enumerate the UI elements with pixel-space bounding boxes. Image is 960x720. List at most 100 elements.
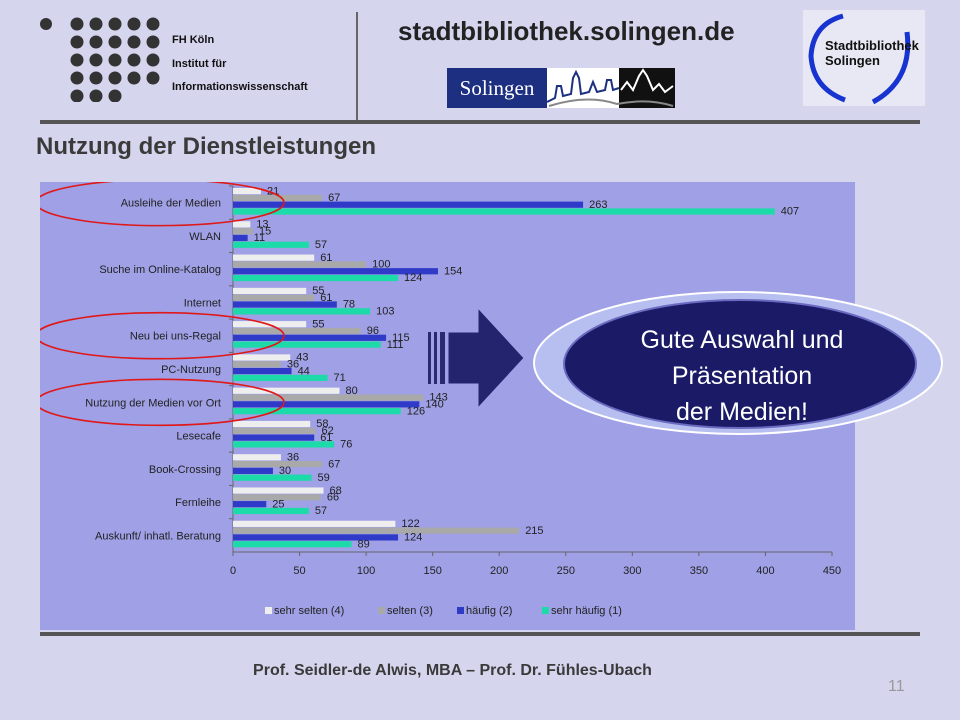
category-label: Auskunft/ inhatl. Beratung: [95, 530, 221, 542]
data-label: 57: [315, 505, 327, 517]
data-label: 68: [330, 485, 342, 497]
data-label: 15: [259, 225, 271, 237]
data-label: 13: [256, 219, 268, 231]
bar: [233, 474, 312, 481]
bar: [233, 354, 291, 361]
data-label: 154: [444, 265, 462, 277]
data-label: 140: [425, 399, 443, 411]
logo-dot: [108, 17, 122, 31]
bar: [233, 308, 371, 315]
callout-text: Gute Auswahl und Präsentation der Medien…: [560, 322, 924, 430]
bar: [233, 201, 584, 208]
logo-dot: [70, 35, 84, 49]
bar: [233, 301, 337, 308]
logo-dot: [40, 18, 52, 30]
legend-label: selten (3): [387, 605, 433, 617]
highlight-circle: [40, 378, 285, 427]
logo-dot: [146, 17, 160, 31]
bar: [233, 208, 775, 215]
bar: [233, 494, 321, 501]
bar: [233, 268, 438, 275]
data-label: 62: [322, 425, 334, 437]
legend-swatch: [378, 607, 385, 614]
footer-rule: [40, 632, 920, 636]
callout-bubble: [533, 291, 943, 435]
logo-dot: [127, 71, 141, 85]
slide-title: Nutzung der Dienstleistungen: [36, 133, 377, 160]
logo-dot: [70, 53, 84, 67]
callout-line-3: der Medien!: [675, 398, 809, 426]
header-divider: [356, 12, 358, 122]
bar: [233, 520, 396, 527]
data-label: 67: [328, 458, 340, 470]
data-label: 61: [320, 292, 332, 304]
data-label: 61: [320, 252, 332, 264]
highlight-circle: [40, 182, 285, 227]
logo-dot: [89, 35, 103, 49]
category-label: PC-Nutzung: [161, 364, 221, 376]
bar: [233, 487, 324, 494]
library-logo-line-2: Solingen: [825, 53, 880, 68]
website-url: stadtbibliothek.solingen.de: [398, 16, 735, 46]
bar: [233, 427, 316, 434]
category-label: Book-Crossing: [149, 464, 221, 476]
data-label: 57: [315, 239, 327, 251]
logo-dot: [108, 71, 122, 85]
bar: [233, 254, 315, 261]
bar: [233, 241, 309, 248]
data-label: 25: [272, 498, 284, 510]
logo-dot: [127, 35, 141, 49]
category-label: Nutzung der Medien vor Ort: [85, 397, 221, 409]
bar: [233, 527, 520, 534]
bar: [233, 454, 281, 461]
institution-line-3: Informationswissenschaft: [172, 81, 308, 93]
bar: [233, 367, 292, 375]
logo-dot: [70, 17, 84, 31]
data-label: 76: [340, 439, 352, 451]
data-label: 55: [312, 318, 324, 330]
logo-dot: [89, 71, 103, 85]
bar: [233, 228, 253, 235]
header-rule: [40, 120, 920, 124]
category-label: Fernleihe: [175, 497, 221, 509]
library-logo-line-1: Stadtbibliothek: [825, 38, 920, 53]
bar: [233, 341, 381, 348]
bar: [233, 234, 248, 242]
data-label: 67: [328, 192, 340, 204]
data-label: 36: [287, 451, 299, 463]
callout-line-2: Präsentation: [671, 362, 813, 390]
legend-swatch: [265, 607, 272, 614]
bar: [233, 374, 328, 381]
data-label: 80: [345, 385, 357, 397]
logo-dot: [127, 17, 141, 31]
arrow-right-icon: [428, 306, 525, 410]
logo-dot: [146, 71, 160, 85]
logo-dot: [89, 17, 103, 31]
data-label: 30: [279, 465, 291, 477]
data-label: 263: [589, 199, 607, 211]
data-label: 78: [343, 299, 355, 311]
bar: [233, 460, 323, 468]
data-label: 36: [287, 358, 299, 370]
bar: [233, 467, 273, 474]
x-tick-label: 100: [357, 565, 375, 577]
data-label: 122: [401, 518, 419, 530]
data-label: 89: [357, 538, 369, 550]
bar: [233, 361, 281, 368]
bar: [233, 287, 307, 295]
logo-dot: [89, 53, 103, 67]
bar: [233, 387, 340, 394]
data-label: 43: [296, 352, 308, 364]
x-tick-label: 300: [623, 565, 641, 577]
data-label: 100: [372, 259, 390, 271]
bar: [233, 188, 261, 195]
data-label: 124: [404, 272, 422, 284]
category-label: Internet: [184, 297, 221, 309]
logo-dot: [70, 89, 84, 102]
page-number: 11: [888, 678, 905, 695]
solingen-city-logo: Solingen: [447, 68, 675, 108]
x-tick-label: 0: [230, 565, 236, 577]
fh-koeln-dot-logo: [40, 17, 160, 102]
bar: [233, 408, 401, 415]
logo-dot: [146, 53, 160, 67]
